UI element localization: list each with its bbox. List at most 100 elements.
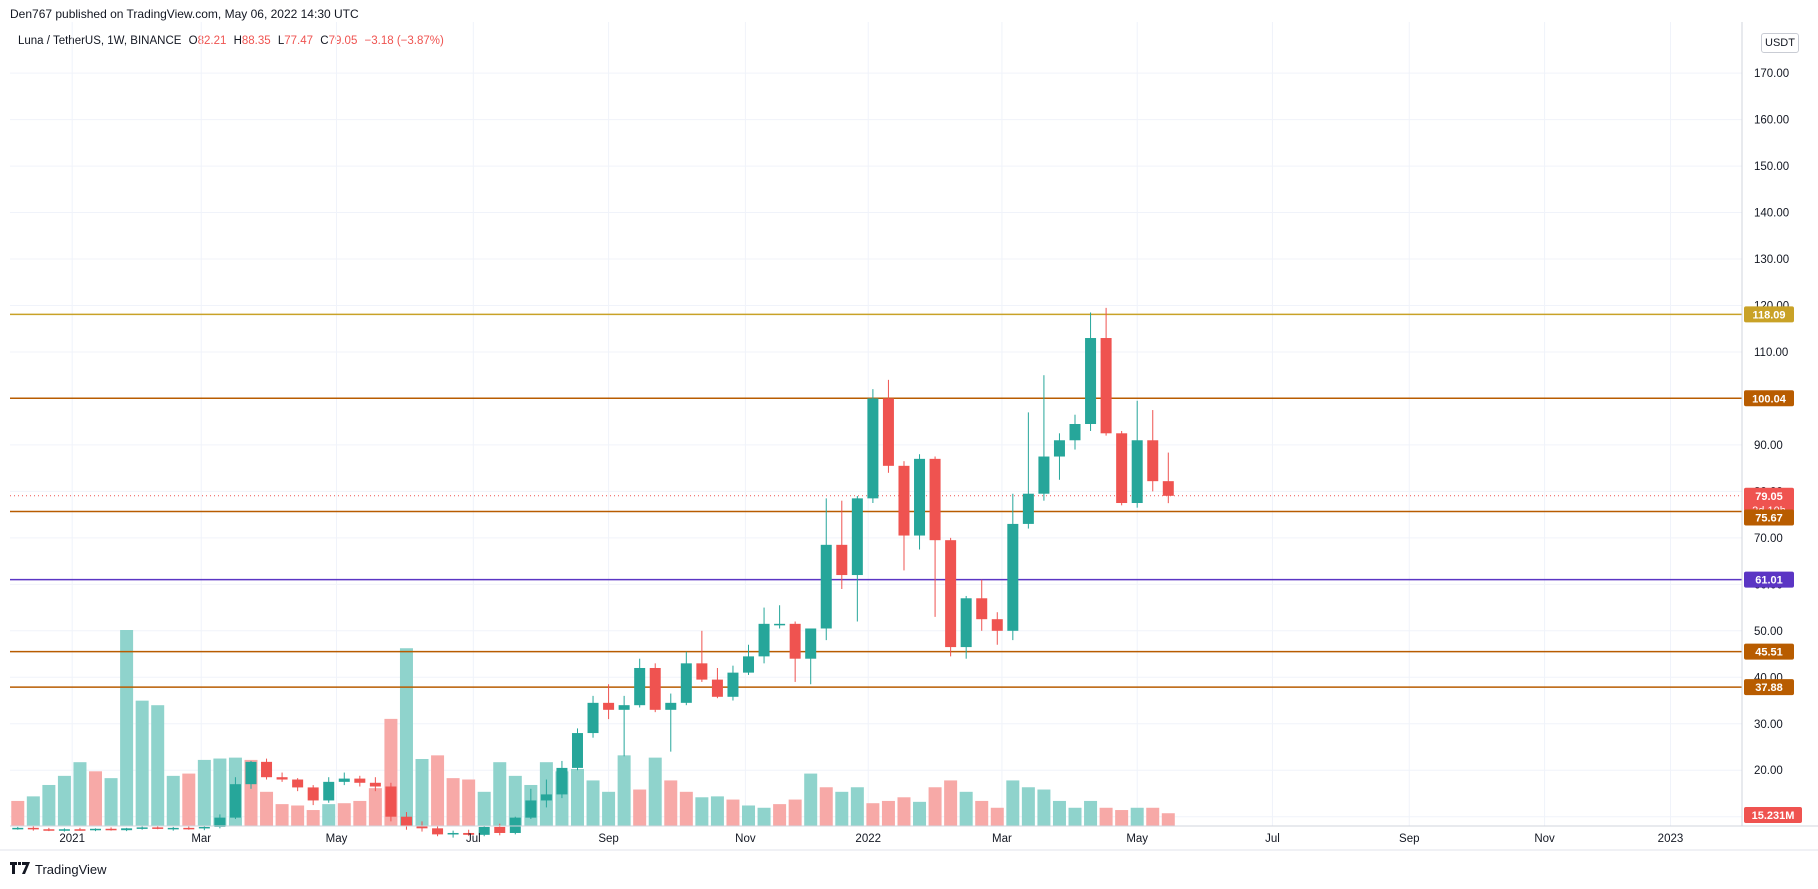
candle-body — [649, 667, 661, 710]
volume-bar — [322, 804, 336, 826]
candle-body — [711, 679, 723, 697]
candle-body — [540, 794, 552, 801]
level-badge — [1744, 679, 1794, 696]
volume-bar — [11, 800, 25, 826]
publisher-header: Den767 published on TradingView.com, May… — [10, 7, 359, 21]
volume-bar — [1052, 800, 1066, 826]
last-price-label: 79.05 — [1755, 491, 1783, 503]
candle-body — [385, 786, 397, 817]
volume-bar — [1130, 807, 1144, 826]
high-label: H — [233, 35, 242, 47]
volume-bar — [446, 778, 460, 826]
candle-body — [121, 828, 133, 831]
y-tick-label: 130.00 — [1754, 254, 1789, 266]
candle-body — [820, 544, 832, 629]
candle-body — [276, 777, 288, 780]
volume-bar — [897, 797, 911, 826]
candle-body — [27, 827, 39, 830]
y-tick-label: 50.00 — [1754, 626, 1783, 638]
volume-bar — [1146, 807, 1160, 826]
volume-bar — [353, 800, 367, 826]
y-tick-label: 110.00 — [1754, 347, 1788, 359]
candle-body — [354, 778, 366, 783]
symbol-legend: Luna / TetherUS, 1W, BINANCE O82.21 H88.… — [18, 35, 444, 47]
candle-body — [665, 702, 677, 710]
volume-bar — [1099, 807, 1113, 826]
currency-badge[interactable]: USDT — [1761, 33, 1799, 53]
x-tick-label: Sep — [1399, 833, 1419, 845]
candle-body — [960, 598, 972, 648]
candle-body — [556, 767, 568, 795]
x-tick-label: 2022 — [855, 833, 881, 845]
footer-brand: TradingView — [10, 861, 107, 877]
candle-body — [945, 540, 957, 648]
x-tick-label: Mar — [191, 833, 211, 845]
axes: 10.0020.0030.0040.0050.0060.0070.0080.00… — [0, 22, 1818, 851]
close-value: 79.05 — [328, 35, 358, 47]
candle-body — [774, 623, 786, 626]
low-value: 77.47 — [284, 35, 314, 47]
volume-bar — [710, 796, 724, 826]
volume-bar — [1161, 813, 1175, 826]
publisher-text: Den767 published on TradingView.com, May… — [10, 7, 359, 21]
volume-badge — [1744, 807, 1802, 823]
open-label: O — [188, 35, 198, 47]
volume-bar — [57, 775, 71, 826]
volume-bar — [26, 796, 40, 826]
candle-body — [43, 829, 55, 831]
candle-body — [12, 827, 24, 830]
candle-body — [183, 827, 195, 830]
y-tick-label: 20.00 — [1754, 765, 1783, 777]
candle-body — [432, 828, 444, 835]
candle-body — [525, 800, 537, 818]
volume-bar — [260, 791, 274, 826]
volume-bar — [726, 799, 740, 826]
candle-body — [214, 817, 226, 827]
volume-bar — [819, 787, 833, 826]
candle-body — [743, 656, 755, 673]
candle-body — [261, 761, 273, 778]
candle-body — [1131, 440, 1143, 504]
candle-body — [1069, 424, 1081, 441]
candle-body — [229, 784, 241, 818]
candle-body — [90, 828, 102, 831]
candle-body — [323, 781, 335, 801]
candle-body — [509, 817, 521, 833]
candle-body — [727, 672, 739, 697]
x-tick-label: 2021 — [59, 833, 85, 845]
volume-bar — [213, 758, 227, 826]
volume-bars — [11, 630, 1175, 826]
y-tick-label: 140.00 — [1754, 208, 1789, 220]
x-tick-label: Jul — [466, 833, 481, 845]
volume-bar — [151, 705, 165, 826]
level-badge-label: 100.04 — [1752, 393, 1787, 405]
candle-body — [478, 826, 490, 835]
level-badge-label: 75.67 — [1755, 513, 1783, 525]
level-badge — [1744, 306, 1794, 323]
candle-body — [1100, 338, 1112, 434]
candle-body — [74, 829, 86, 831]
volume-bar — [431, 755, 445, 826]
volume-bar — [990, 807, 1004, 826]
volume-bar — [881, 800, 895, 826]
volume-bar — [788, 799, 802, 826]
x-tick-label: Nov — [1534, 833, 1555, 845]
level-badge-label: 61.01 — [1755, 575, 1783, 587]
x-tick-label: 2023 — [1658, 833, 1684, 845]
volume-bar — [291, 805, 305, 826]
candles — [12, 307, 1174, 838]
candle-body — [851, 498, 863, 576]
x-tick-label: Jul — [1265, 833, 1280, 845]
candle-body — [136, 827, 148, 829]
volume-bar — [586, 780, 600, 826]
candle-body — [789, 623, 801, 659]
candle-body — [758, 623, 770, 657]
volume-bar — [120, 630, 134, 826]
horizontal-levels[interactable] — [10, 313, 1742, 688]
candle-body — [292, 779, 304, 788]
level-badge — [1744, 643, 1794, 660]
candle-body — [867, 398, 879, 499]
candle-body — [307, 787, 319, 801]
volume-bar — [570, 769, 584, 826]
